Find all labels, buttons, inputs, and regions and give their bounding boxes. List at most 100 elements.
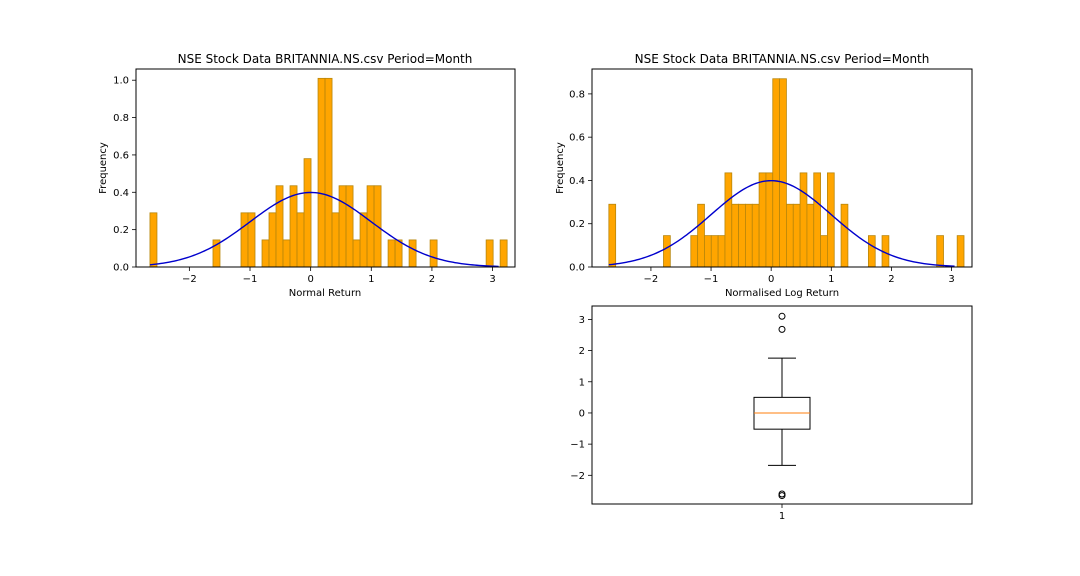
histogram-bar bbox=[690, 235, 699, 268]
histogram-bar bbox=[786, 203, 794, 268]
x-tick-label: −2 bbox=[644, 274, 659, 285]
chart-title: NSE Stock Data BRITANNIA.NS.csv Period=M… bbox=[635, 52, 930, 66]
x-tick-label: 2 bbox=[429, 274, 435, 285]
histogram-bar bbox=[359, 212, 368, 268]
histogram-bar bbox=[282, 239, 291, 268]
y-tick-label: 1 bbox=[579, 377, 585, 388]
histogram-bar bbox=[765, 172, 774, 268]
histogram-bar bbox=[806, 203, 815, 268]
normal-pdf-line bbox=[149, 191, 499, 268]
histogram-bar bbox=[867, 235, 876, 268]
histogram-bar bbox=[792, 203, 801, 268]
y-tick-label: 0.8 bbox=[569, 89, 585, 100]
histogram-bar bbox=[366, 185, 375, 268]
y-tick-label: 2 bbox=[579, 346, 585, 357]
histogram-bar bbox=[149, 212, 158, 268]
histogram-bar bbox=[820, 235, 828, 268]
histogram-bar bbox=[724, 172, 733, 268]
histogram-bar bbox=[352, 239, 361, 268]
y-ticks: 0.0 0.2 0.4 0.6 0.8 bbox=[569, 89, 592, 274]
histogram-bar bbox=[758, 172, 767, 268]
histogram-bar bbox=[751, 203, 760, 268]
pdf-curve-group bbox=[608, 179, 955, 267]
y-tick-label: −2 bbox=[570, 471, 585, 482]
y-tick-label: −1 bbox=[570, 440, 585, 451]
y-tick-label: 0 bbox=[579, 408, 585, 419]
histogram-bar bbox=[608, 203, 617, 268]
y-axis-label: Frequency bbox=[98, 142, 109, 194]
histogram-bar bbox=[429, 239, 438, 268]
y-tick-label: 0.4 bbox=[569, 176, 585, 187]
x-tick-label: −1 bbox=[243, 274, 258, 285]
histogram-bar bbox=[738, 203, 746, 268]
outlier-point bbox=[778, 325, 786, 333]
y-tick-label: 0.8 bbox=[113, 113, 129, 124]
y-ticks: 0.0 0.2 0.4 0.6 0.8 1.0 bbox=[113, 76, 136, 274]
x-ticks: 1 bbox=[779, 504, 785, 522]
histogram-bar bbox=[717, 235, 726, 268]
histogram-bar bbox=[268, 212, 277, 268]
histogram-bar bbox=[745, 203, 753, 268]
x-tick-label: 3 bbox=[948, 274, 954, 285]
y-tick-label: 0.6 bbox=[569, 133, 585, 144]
hist-normal-return: NSE Stock Data BRITANNIA.NS.csv Period=M… bbox=[98, 52, 516, 299]
box-marks bbox=[753, 312, 811, 500]
y-axis-label: Frequency bbox=[555, 142, 566, 194]
histogram-bar bbox=[394, 239, 403, 268]
axes-frame bbox=[591, 68, 973, 268]
histogram-bar bbox=[275, 185, 284, 268]
histogram-bar bbox=[799, 172, 808, 268]
y-tick-label: 0.0 bbox=[113, 263, 129, 274]
x-ticks: −2 −1 0 1 2 3 bbox=[644, 267, 955, 285]
bars-group bbox=[149, 77, 508, 268]
outlier-point bbox=[778, 492, 786, 500]
x-ticks: −2 −1 0 1 2 3 bbox=[182, 267, 496, 285]
pdf-curve-group bbox=[149, 191, 499, 268]
hist-normalised-log-return: NSE Stock Data BRITANNIA.NS.csv Period=M… bbox=[555, 52, 973, 299]
x-tick-label: −2 bbox=[182, 274, 197, 285]
histogram-bar bbox=[731, 203, 740, 268]
bars-group bbox=[608, 78, 965, 268]
x-tick-label: 2 bbox=[888, 274, 894, 285]
histogram-bar bbox=[387, 239, 396, 268]
histogram-bar bbox=[303, 158, 312, 268]
histogram-bar bbox=[499, 239, 508, 268]
x-tick-label: −1 bbox=[704, 274, 719, 285]
x-tick-label: 3 bbox=[489, 274, 495, 285]
histogram-bar bbox=[710, 235, 719, 268]
y-tick-label: 0.4 bbox=[113, 188, 129, 199]
histogram-bar bbox=[704, 235, 712, 268]
y-tick-label: 0.6 bbox=[113, 150, 129, 161]
boxplot: 1 −2 −1 0 1 2 3 bbox=[570, 305, 973, 522]
y-tick-label: 0.2 bbox=[113, 225, 129, 236]
normal-pdf-line bbox=[608, 179, 955, 267]
histogram-bar bbox=[956, 235, 965, 268]
axes-frame bbox=[135, 68, 516, 268]
histogram-bar bbox=[345, 185, 354, 268]
histogram-bar bbox=[840, 203, 849, 268]
histogram-bar bbox=[772, 78, 780, 268]
histogram-bar bbox=[408, 239, 417, 268]
histogram-bar bbox=[485, 239, 494, 268]
histogram-bar bbox=[813, 172, 821, 268]
histogram-bar bbox=[827, 172, 835, 268]
histogram-bar bbox=[338, 185, 347, 268]
y-tick-label: 0.0 bbox=[569, 263, 585, 274]
axes-frame bbox=[591, 305, 973, 505]
histogram-bar bbox=[261, 239, 270, 268]
histogram-bar bbox=[697, 203, 705, 268]
x-axis-label: Normal Return bbox=[289, 288, 362, 299]
x-tick-label: 1 bbox=[368, 274, 374, 285]
histogram-bar bbox=[324, 77, 333, 268]
histogram-bar bbox=[663, 235, 671, 268]
histogram-bar bbox=[296, 212, 305, 268]
x-tick-label: 1 bbox=[828, 274, 834, 285]
histogram-bar bbox=[289, 185, 298, 268]
y-tick-label: 1.0 bbox=[113, 76, 129, 87]
histogram-bar bbox=[936, 235, 944, 268]
chart-title: NSE Stock Data BRITANNIA.NS.csv Period=M… bbox=[178, 52, 473, 66]
x-tick-label: 0 bbox=[768, 274, 774, 285]
histogram-bar bbox=[779, 78, 787, 268]
outlier-point bbox=[778, 312, 786, 320]
